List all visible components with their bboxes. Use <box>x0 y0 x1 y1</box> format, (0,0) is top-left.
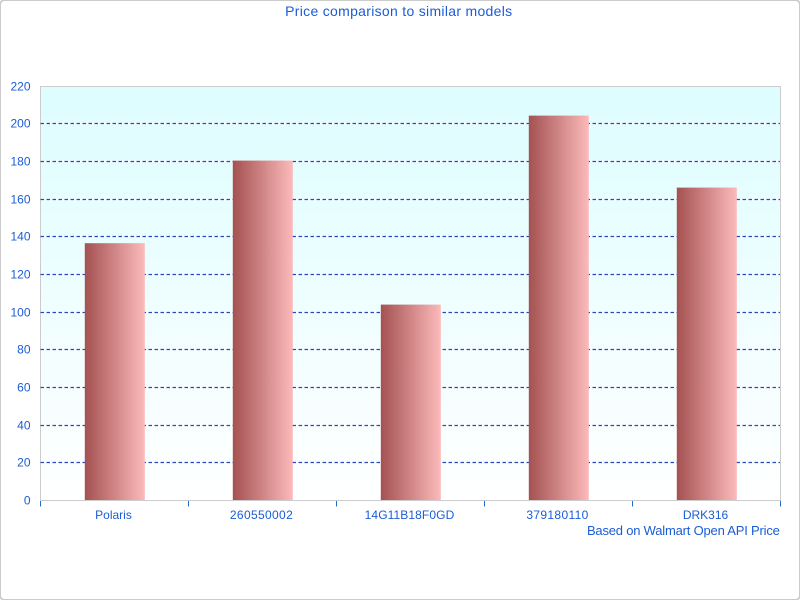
svg-text:100: 100 <box>10 305 30 319</box>
svg-text:200: 200 <box>10 117 30 131</box>
svg-text:DRK316: DRK316 <box>683 508 729 522</box>
svg-text:120: 120 <box>10 267 30 281</box>
svg-text:40: 40 <box>17 418 31 432</box>
svg-text:180: 180 <box>10 154 30 168</box>
svg-text:Based on Walmart Open API Pric: Based on Walmart Open API Price <box>587 523 780 538</box>
svg-text:160: 160 <box>10 192 30 206</box>
svg-text:260550002: 260550002 <box>230 508 293 522</box>
svg-text:140: 140 <box>10 230 30 244</box>
svg-text:Price comparison to similar mo: Price comparison to similar models <box>285 3 512 19</box>
svg-text:220: 220 <box>10 79 30 93</box>
svg-text:0: 0 <box>24 493 31 507</box>
svg-text:20: 20 <box>17 456 31 470</box>
svg-text:379180110: 379180110 <box>526 508 588 522</box>
svg-text:14G11B18F0GD: 14G11B18F0GD <box>365 508 455 522</box>
svg-text:60: 60 <box>17 380 31 394</box>
svg-text:Polaris: Polaris <box>95 508 132 522</box>
svg-text:80: 80 <box>17 343 31 357</box>
